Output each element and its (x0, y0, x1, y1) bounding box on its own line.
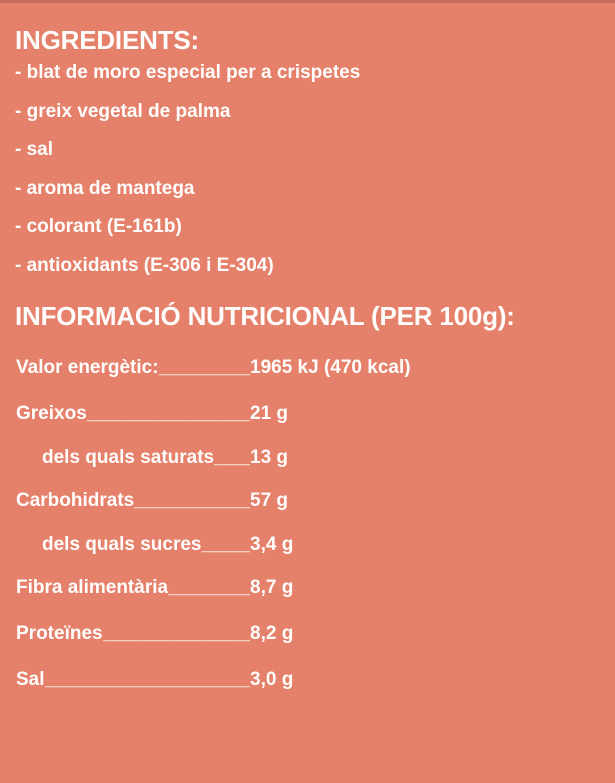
nutrition-row-left: Greixos_________________________________… (16, 403, 250, 425)
nutrition-label: Carbohidrats (16, 490, 135, 511)
nutrition-table: Valor energètic:________________________… (0, 330, 615, 703)
nutrition-row: Proteïnes_______________________________… (16, 611, 615, 657)
nutrition-row-left: Fibra alimentària_______________________… (16, 577, 250, 599)
nutrition-row-left: Proteïnes_______________________________… (16, 623, 250, 645)
nutrition-row: Fibra alimentària_______________________… (16, 565, 615, 611)
ingredient-item: - colorant (E-161b) (15, 216, 182, 238)
nutrition-row: dels quals sucres_______________________… (16, 524, 615, 565)
underscore-leader: ________________________________________ (158, 357, 250, 378)
nutrition-label: dels quals sucres (42, 533, 202, 555)
ingredient-item: - blat de moro especial per a crispetes (15, 62, 361, 84)
underscore-leader: ________________________________________ (134, 490, 250, 511)
ingredient-item: - greix vegetal de palma (15, 100, 231, 122)
nutrition-label: Sal (16, 669, 45, 690)
nutrition-row-left: Sal_____________________________________… (16, 669, 250, 691)
ingredient-item: - sal (15, 139, 54, 161)
nutrition-value: 1965 kJ (470 kcal) (250, 357, 411, 378)
nutrition-value: 57 g (250, 490, 289, 511)
ingredients-list: - blat de moro especial per a crispetes -… (0, 54, 615, 285)
nutrition-value: 3,0 g (250, 669, 294, 690)
nutrition-row-left: dels quals saturats_____________________… (16, 447, 250, 469)
nutrition-row-left: dels quals sucres_______________________… (16, 534, 250, 556)
underscore-leader: ________________________________________ (102, 623, 250, 644)
underscore-leader: ________________________________________ (168, 577, 250, 598)
top-edge-strip (0, 0, 615, 3)
nutrition-label: Fibra alimentària (16, 577, 169, 598)
nutrition-label: Proteïnes (16, 623, 103, 644)
nutrition-row: Valor energètic:________________________… (16, 345, 615, 391)
nutrition-heading: INFORMACIÓ NUTRICIONAL (PER 100g): (15, 301, 515, 331)
ingredient-item: - aroma de mantega (15, 177, 195, 199)
nutrition-value: 8,7 g (250, 577, 294, 598)
underscore-leader: ________________________________________ (86, 403, 250, 424)
nutrition-value: 3,4 g (250, 533, 294, 555)
underscore-leader: ________________________________________ (201, 533, 250, 555)
nutrition-row: Greixos_________________________________… (16, 391, 615, 437)
underscore-leader: ________________________________________ (44, 669, 250, 690)
nutrition-label: Greixos (16, 403, 87, 424)
nutrition-value: 21 g (250, 403, 289, 424)
underscore-leader: ________________________________________ (214, 446, 250, 468)
nutrition-row: Carbohidrats____________________________… (16, 478, 615, 524)
nutrition-row: dels quals saturats_____________________… (16, 437, 615, 478)
nutrition-label: dels quals saturats (42, 446, 215, 468)
nutrition-row-left: Carbohidrats____________________________… (16, 490, 250, 512)
nutrition-label: Valor energètic: (16, 357, 159, 378)
nutrition-row-left: Valor energètic:________________________… (16, 357, 250, 379)
nutrition-value: 13 g (250, 446, 289, 468)
ingredients-heading: INGREDIENTS: (15, 25, 199, 55)
nutrition-value: 8,2 g (250, 623, 294, 644)
nutrition-row: Sal_____________________________________… (16, 657, 615, 703)
ingredient-item: - antioxidants (E-306 i E-304) (15, 254, 274, 276)
